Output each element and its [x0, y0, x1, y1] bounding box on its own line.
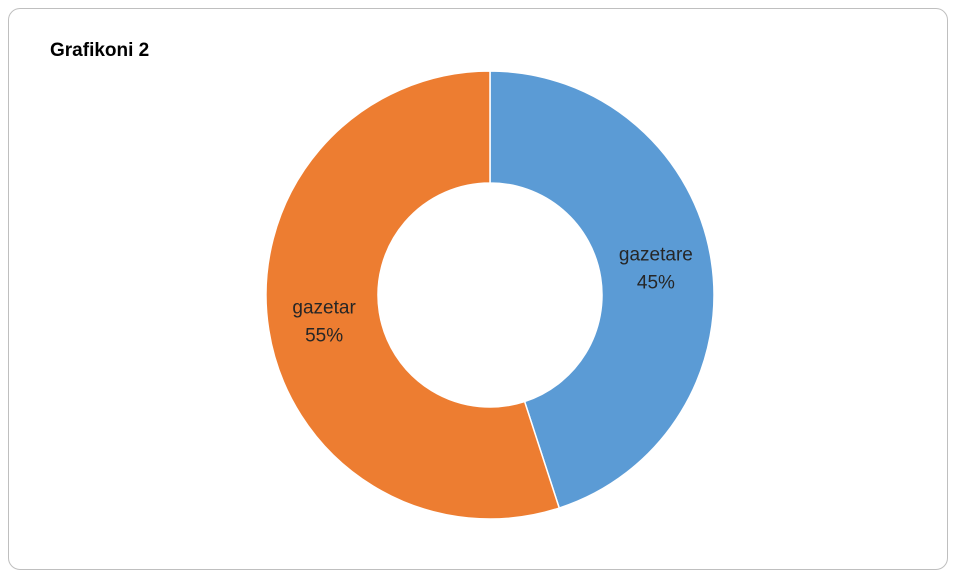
slice-percent-gazetare: 45% [637, 273, 675, 294]
slice-label-gazetar: gazetar [292, 297, 356, 318]
doughnut-labels: gazetare 45% gazetar 55% [292, 245, 692, 347]
slice-label-gazetare: gazetare [619, 245, 693, 266]
slice-gazetar [265, 70, 561, 520]
doughnut-slices [265, 70, 715, 520]
slice-gazetare [489, 70, 715, 509]
chart-title: Grafikoni 2 [50, 40, 150, 61]
slice-percent-gazetar: 55% [305, 325, 343, 346]
